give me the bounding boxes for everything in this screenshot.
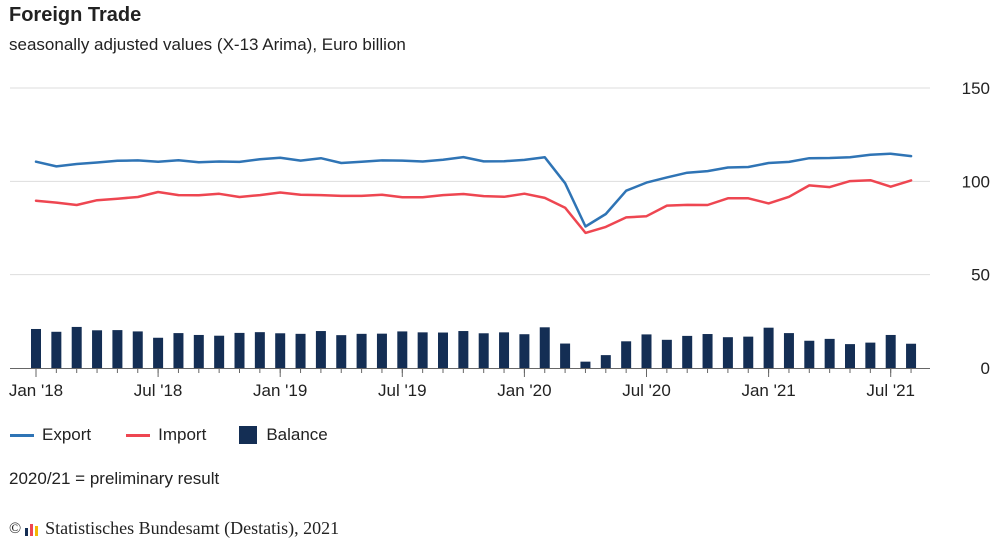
balance-bar[interactable]: [112, 330, 123, 368]
series-lines: [34, 152, 913, 235]
destatis-logo-icon: [25, 523, 39, 536]
legend-swatch-import: [126, 433, 151, 437]
balance-bar[interactable]: [539, 327, 550, 368]
balance-bar[interactable]: [783, 333, 794, 368]
y-tick-label: 50: [971, 266, 990, 285]
balance-bar[interactable]: [580, 361, 591, 368]
balance-bar[interactable]: [804, 340, 815, 368]
balance-bar[interactable]: [600, 355, 611, 368]
balance-bar[interactable]: [763, 327, 774, 368]
balance-bar[interactable]: [519, 334, 530, 368]
balance-bar[interactable]: [254, 332, 265, 368]
balance-bar[interactable]: [315, 331, 326, 368]
y-axis-labels: 0 50 100 150: [962, 79, 990, 378]
x-tick-label: Jul '19: [378, 381, 427, 400]
x-tick-label: Jul '20: [622, 381, 671, 400]
copyright-symbol: ©: [9, 519, 22, 537]
x-tick-label: Jan '21: [741, 381, 795, 400]
balance-bar[interactable]: [397, 331, 408, 368]
chart-title: Foreign Trade: [9, 4, 142, 26]
balance-bar[interactable]: [336, 335, 347, 368]
balance-bar[interactable]: [417, 332, 428, 368]
y-tick-label: 100: [962, 172, 990, 191]
balance-bar[interactable]: [560, 343, 571, 368]
balance-bar[interactable]: [661, 339, 672, 368]
balance-bar[interactable]: [51, 331, 62, 368]
y-tick-label: 0: [981, 359, 990, 378]
source-footer: © Statistisches Bundesamt (Destatis), 20…: [9, 518, 339, 539]
balance-bar[interactable]: [458, 331, 469, 368]
preliminary-note: 2020/21 = preliminary result: [9, 469, 220, 488]
balance-bar[interactable]: [641, 334, 652, 368]
balance-bar[interactable]: [682, 335, 693, 368]
legend-item-import[interactable]: Import: [126, 425, 206, 445]
x-tick-label: Jan '18: [9, 381, 63, 400]
grid-lines: [10, 87, 930, 276]
balance-bar[interactable]: [865, 342, 876, 368]
balance-bar[interactable]: [621, 341, 632, 368]
x-tick-label: Jan '20: [497, 381, 551, 400]
balance-bar[interactable]: [193, 334, 204, 368]
import-line[interactable]: [34, 178, 913, 235]
balance-bar[interactable]: [31, 328, 41, 368]
balance-bar[interactable]: [356, 333, 367, 368]
balance-bar[interactable]: [743, 336, 754, 368]
balance-bar[interactable]: [71, 326, 82, 368]
balance-bar[interactable]: [214, 335, 225, 368]
balance-bar[interactable]: [722, 337, 733, 368]
legend-swatch-export: [10, 433, 34, 437]
x-tick-label: Jul '18: [134, 381, 183, 400]
source-text: Statistisches Bundesamt (Destatis), 2021: [45, 518, 340, 538]
balance-bar[interactable]: [173, 333, 184, 368]
chart-plot: Jan '18 Jul '18 Jan '19 Jul '19 Jan '20 Jul '…: [9, 79, 990, 400]
balance-bar[interactable]: [92, 330, 103, 368]
balance-bars: [31, 326, 917, 368]
x-axis: Jan '18 Jul '18 Jan '19 Jul '19 Jan '20 Jul '…: [9, 368, 930, 400]
balance-bar[interactable]: [376, 333, 387, 368]
balance-bar[interactable]: [153, 337, 164, 368]
legend-label-balance: Balance: [266, 425, 328, 444]
legend-label-import: Import: [158, 425, 207, 444]
balance-bar[interactable]: [132, 331, 143, 368]
x-tick-label: Jan '19: [253, 381, 307, 400]
legend-swatch-balance: [239, 426, 258, 444]
legend-label-export: Export: [42, 425, 92, 444]
balance-bar[interactable]: [702, 334, 713, 368]
balance-bar[interactable]: [824, 338, 835, 368]
balance-bar[interactable]: [499, 332, 510, 368]
legend-item-balance[interactable]: Balance: [239, 425, 328, 445]
legend: Export Import Balance: [10, 425, 363, 445]
balance-bar[interactable]: [295, 333, 306, 368]
balance-bar[interactable]: [845, 344, 855, 368]
balance-bar[interactable]: [478, 333, 489, 368]
y-tick-label: 150: [962, 79, 990, 98]
balance-bar[interactable]: [885, 334, 896, 368]
x-tick-label: Jul '21: [866, 381, 915, 400]
balance-bar[interactable]: [438, 332, 448, 368]
chart-subtitle: seasonally adjusted values (X-13 Arima),…: [9, 35, 406, 54]
export-line[interactable]: [34, 152, 913, 228]
balance-bar[interactable]: [906, 343, 917, 368]
balance-bar[interactable]: [234, 332, 245, 368]
balance-bar[interactable]: [275, 333, 286, 368]
legend-item-export[interactable]: Export: [10, 425, 91, 445]
